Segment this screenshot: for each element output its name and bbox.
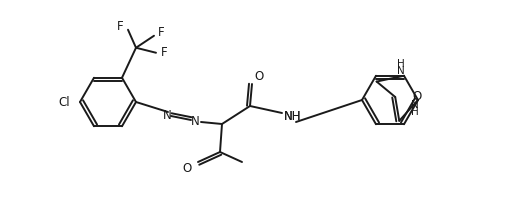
Text: F: F [158, 26, 165, 39]
Text: N: N [163, 109, 171, 122]
Text: N: N [190, 114, 199, 127]
Text: F: F [117, 20, 124, 33]
Text: H: H [397, 59, 405, 69]
Text: O: O [183, 162, 192, 175]
Text: NH: NH [284, 110, 301, 123]
Text: Cl: Cl [59, 96, 70, 109]
Text: F: F [161, 46, 168, 59]
Text: H: H [411, 107, 419, 117]
Text: N: N [411, 100, 419, 110]
Text: O: O [254, 70, 263, 83]
Text: N: N [397, 66, 405, 76]
Text: O: O [412, 90, 422, 103]
Text: NH: NH [284, 110, 301, 123]
